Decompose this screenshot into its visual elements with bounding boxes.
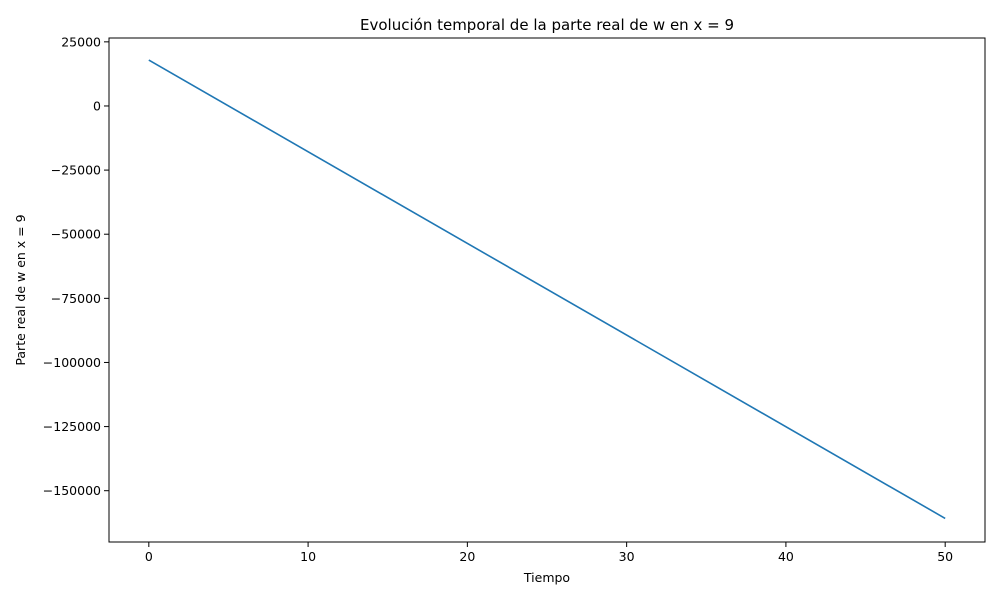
- plot-area-frame: [108, 37, 986, 543]
- y-tick-label: −50000: [51, 227, 101, 242]
- x-tick-label: 0: [145, 549, 153, 564]
- y-tick-label: −75000: [51, 291, 101, 306]
- chart-title: Evolución temporal de la parte real de w…: [360, 16, 734, 34]
- x-tick-label: 40: [778, 549, 794, 564]
- y-tick-label: 0: [93, 98, 101, 113]
- y-tick-label: −25000: [51, 163, 101, 178]
- x-axis: 0 10 20 30 40 50: [145, 542, 953, 564]
- x-tick-label: 30: [619, 549, 635, 564]
- y-tick-label: −100000: [43, 355, 101, 370]
- series-layer: [148, 59, 946, 520]
- x-tick-label: 50: [937, 549, 953, 564]
- y-axis-label: Parte real de w en x = 9: [13, 214, 28, 365]
- x-axis-label: Tiempo: [523, 570, 570, 585]
- y-tick-label: −125000: [43, 419, 101, 434]
- y-tick-label: 25000: [61, 34, 101, 49]
- series-line: [148, 59, 946, 520]
- x-tick-label: 20: [459, 549, 475, 564]
- y-tick-label: −150000: [43, 483, 101, 498]
- x-tick-label: 10: [300, 549, 316, 564]
- y-axis: 25000 0 −25000 −50000 −75000 −100000 −125000 −1…: [43, 34, 109, 498]
